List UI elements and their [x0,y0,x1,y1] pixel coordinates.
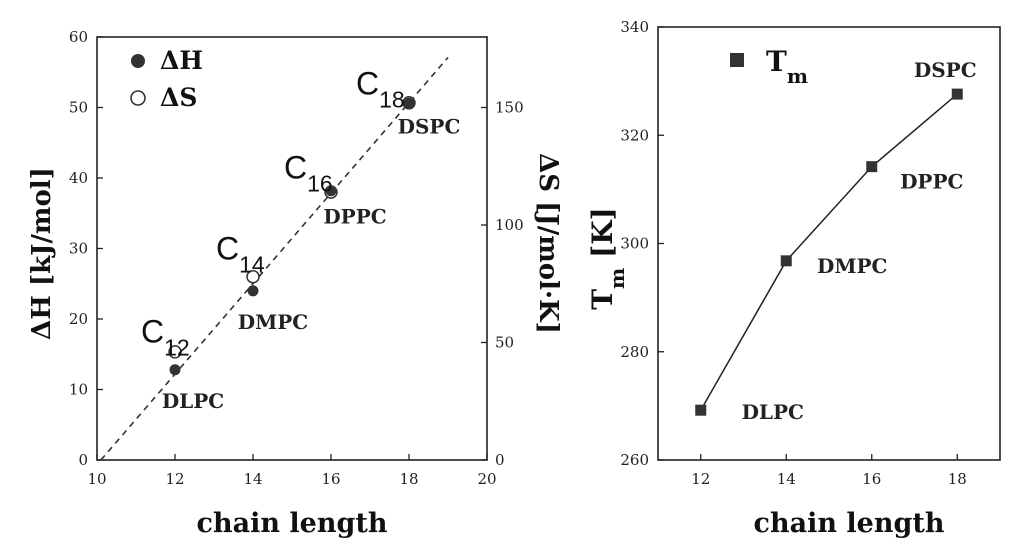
left-y-axis-label: ΔH [kJ/mol] [27,167,57,340]
left-point-label: DMPC [238,310,308,334]
legend-marker-dS [130,90,146,106]
left-x-tick-label: 18 [399,470,418,488]
right-x-tick-label: 16 [862,470,881,488]
legend-label-dH: ΔH [160,46,203,75]
chain-label: C12 [141,313,190,360]
left-y-tick-label: 30 [69,240,88,258]
right-point-label: DPPC [900,170,963,194]
right-y-tick-label: 320 [620,126,649,144]
left-fit-line [100,56,449,461]
right-y-tick-label: 280 [620,343,649,361]
chain-label: C16 [284,150,333,197]
right-x-tick-label: 18 [948,470,967,488]
point-Tm [695,404,707,416]
left-y-tick-label: 50 [69,99,88,117]
left-x-tick-label: 10 [87,470,106,488]
right-point-label: DLPC [742,400,804,424]
right-chart-melting-temperature: 12 14 16 18 260 280 300 320 340 chain length Tm [K… [586,18,1001,539]
series-line-Tm [700,93,958,411]
right-x-axis-label: chain length [754,508,945,539]
left-x-tick-label: 12 [165,470,184,488]
left-y2-axis-label: ΔS [J/mol·K] [533,153,563,334]
right-point-label: DSPC [914,58,977,82]
right-x-tick-label: 12 [691,470,710,488]
right-y-tick-label: 340 [620,18,649,36]
legend-marker-dH [131,54,145,68]
left-x-tick-label: 20 [477,470,496,488]
left-y2-tick-label: 0 [495,451,505,469]
right-point-label: DMPC [817,254,887,278]
right-x-tick-label: 14 [777,470,796,488]
left-y-tick-label: 40 [69,169,88,187]
left-y-tick-label: 0 [78,451,88,469]
left-x-tick-label: 16 [321,470,340,488]
left-plot-frame [96,36,488,461]
left-x-axis-label: chain length [197,508,388,539]
point-dH [169,364,181,376]
left-y-tick-label: 60 [69,28,88,46]
point-dH [325,185,337,197]
point-dH [403,97,415,109]
right-y-axis-label: Tm [K] [586,207,629,310]
left-point-label: DLPC [162,389,224,413]
left-point-label: DPPC [323,205,386,229]
chain-label: C18 [356,65,405,112]
point-Tm [866,161,878,173]
chain-label: C14 [216,230,265,277]
legend-label-dS: ΔS [160,83,197,112]
left-y-tick-label: 20 [69,310,88,328]
point-Tm [951,88,963,100]
left-chart-enthalpy-entropy: 10 12 14 16 18 200102030405060050100150chain … [27,28,563,539]
point-Tm [780,255,792,267]
point-dH [247,285,259,297]
left-x-tick-label: 14 [243,470,262,488]
point-dS [246,269,260,284]
left-y2-tick-label: 100 [495,216,524,234]
point-dS [168,345,182,359]
legend-label-Tm: Tm [766,45,808,88]
left-y-tick-label: 10 [69,381,88,399]
right-y-tick-label: 260 [620,451,649,469]
right-y-tick-label: 300 [620,235,649,253]
legend-marker-Tm [730,53,744,67]
left-y2-tick-label: 150 [495,99,524,117]
left-y2-tick-label: 50 [495,334,514,352]
left-point-label: DSPC [398,114,461,138]
